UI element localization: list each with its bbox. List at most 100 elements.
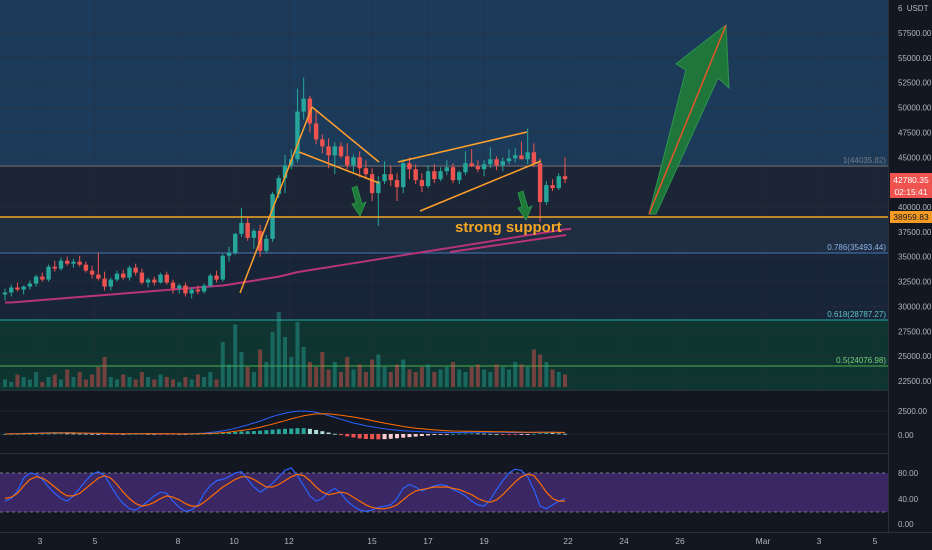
volume-bar: [395, 364, 399, 387]
candle-body: [494, 159, 499, 166]
volume-bar: [301, 347, 306, 387]
candle-body: [556, 176, 561, 189]
macd-histogram-bar: [401, 434, 406, 438]
macd-histogram-bar: [388, 434, 393, 439]
candle-body: [369, 174, 375, 194]
candle-body: [394, 180, 400, 188]
volume-bar: [71, 377, 76, 387]
trendline-channel-top[interactable]: [397, 131, 528, 163]
rsi-tick-40: 40.00: [898, 495, 919, 504]
macd-histogram-bar: [432, 434, 437, 435]
volume-bar: [158, 374, 163, 387]
volume-bar: [488, 372, 493, 387]
macd-histogram-bar: [494, 434, 499, 435]
grid-lines: [0, 32, 888, 382]
volume-bar: [65, 369, 70, 387]
macd-histogram-bar: [258, 430, 263, 434]
volume-bar: [258, 349, 263, 387]
projection-red-line: [648, 24, 727, 215]
candlestick-series: [2, 77, 568, 301]
trendline-flag-bottom[interactable]: [298, 151, 380, 184]
volume-bar: [46, 377, 51, 387]
candle-body: [363, 168, 369, 175]
candle-body: [357, 157, 362, 169]
volume-bar: [127, 377, 132, 387]
macd-histogram-bar: [121, 434, 126, 435]
volume-bar: [15, 374, 20, 387]
macd-histogram-bar: [525, 434, 530, 435]
macd-histogram-bar: [370, 434, 375, 440]
volume-bar: [214, 379, 219, 387]
candle-body: [401, 163, 406, 188]
trendline-rise[interactable]: [239, 106, 313, 294]
candle-body: [537, 163, 543, 203]
volume-bar: [339, 372, 343, 387]
candle-body: [326, 146, 331, 156]
macd-histogram-bar: [251, 431, 256, 434]
macd-histogram-bar: [227, 432, 231, 434]
candle-body: [407, 163, 412, 170]
macd-histogram-bar: [65, 433, 70, 435]
macd-histogram-bar: [314, 429, 319, 434]
volume-bar: [227, 364, 231, 387]
volume-bar: [139, 372, 144, 387]
volume-bar: [370, 359, 375, 387]
trendline-channel-bottom[interactable]: [419, 160, 542, 212]
candle-body: [226, 252, 232, 256]
candle-body: [313, 123, 319, 140]
macd-histogram-bar: [382, 434, 387, 440]
candle-body: [208, 275, 213, 286]
candle-body: [481, 164, 487, 170]
time-scale[interactable]: [0, 532, 932, 550]
candle-body: [21, 286, 26, 290]
time-tick-label: 22: [563, 536, 573, 546]
macd-histogram-bar: [507, 434, 511, 435]
candle-body: [488, 159, 493, 165]
candle-body: [15, 287, 20, 290]
candle-body: [519, 155, 524, 160]
candle-body: [170, 282, 176, 289]
macd-histogram-bar: [34, 433, 39, 435]
price-scale[interactable]: [888, 0, 932, 550]
candle-body: [52, 266, 57, 269]
trendline-flag-top[interactable]: [311, 106, 380, 163]
fib-label-0618: 0.618(28787.27): [827, 310, 886, 319]
price-tick-label: 32500.00: [898, 278, 932, 287]
macd-histogram-bar: [556, 433, 561, 435]
support-price-tag: [890, 211, 932, 223]
volume-bar: [426, 364, 431, 387]
candle-body: [89, 270, 95, 275]
volume-zone-band: [0, 320, 888, 390]
volume-bar: [363, 372, 368, 387]
volume-bar: [283, 337, 287, 387]
volume-bar: [550, 369, 555, 387]
volume-bar: [40, 382, 45, 387]
volume-bar: [494, 364, 499, 387]
currency-label: 6 USDT 0: [898, 4, 932, 13]
time-tick-label: 5: [873, 536, 878, 546]
time-tick-label: 24: [619, 536, 629, 546]
volume-bar: [401, 359, 406, 387]
macd-histogram-bar: [233, 431, 238, 434]
volume-bar: [482, 369, 487, 387]
volume-bar: [146, 377, 151, 387]
candle-body: [183, 285, 188, 294]
volume-bar: [9, 382, 14, 387]
candle-body: [282, 165, 288, 179]
volume-bar: [264, 362, 269, 387]
candle-body: [114, 273, 120, 280]
volume-bar: [469, 367, 474, 387]
pattern-drawings[interactable]: [239, 106, 567, 294]
candle-body: [345, 156, 350, 166]
macd-histogram-bar: [152, 434, 157, 435]
macd-histogram-bar: [513, 434, 518, 435]
candle-body: [201, 285, 207, 292]
candle-body: [500, 161, 505, 166]
trendline-long-support[interactable]: [449, 234, 567, 253]
volume-bar: [195, 374, 200, 387]
volume-bar: [544, 362, 549, 387]
candle-body: [83, 264, 89, 271]
time-tick-label: Mar: [756, 536, 771, 546]
candle-body: [46, 266, 51, 280]
